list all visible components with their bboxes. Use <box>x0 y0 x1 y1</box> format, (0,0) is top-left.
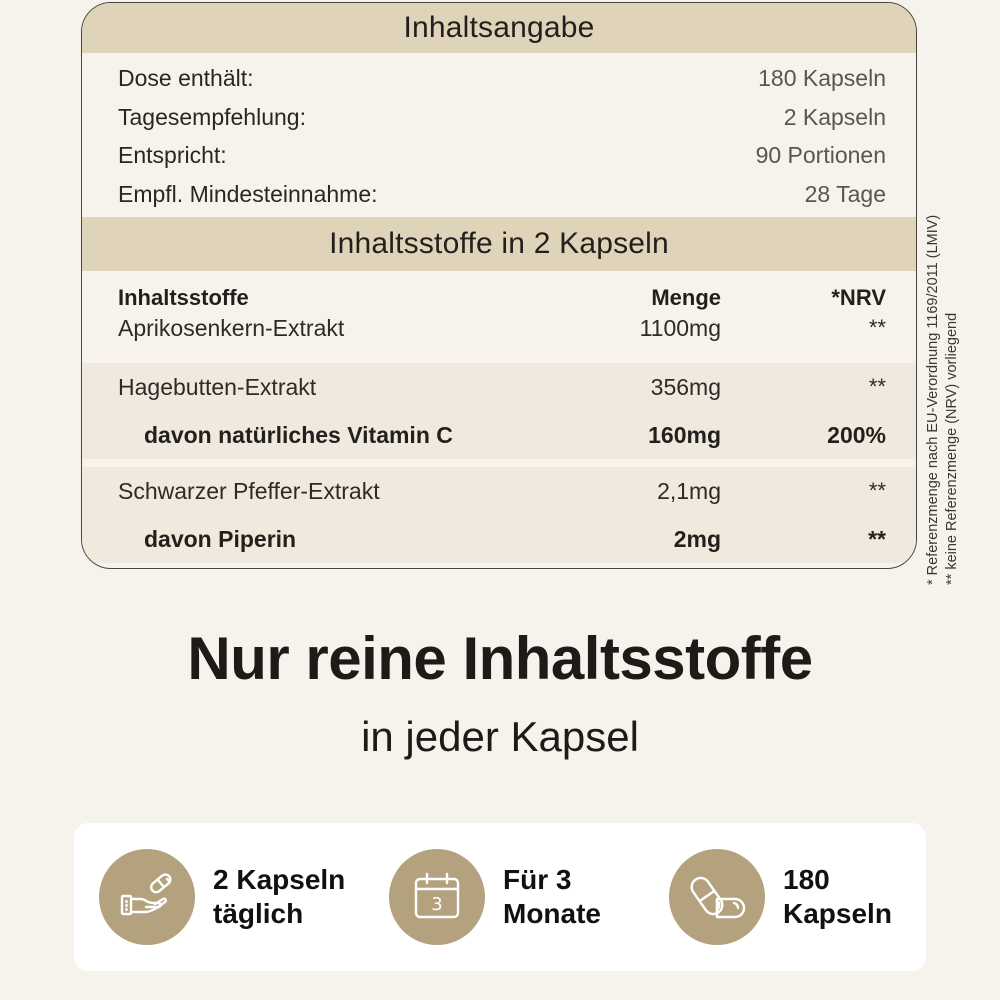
ingredient-group: Hagebutten-Extrakt 356mg ** davon natürl… <box>82 363 916 459</box>
ingredient-amount: 2mg <box>673 525 721 552</box>
summary-label: Tagesempfehlung: <box>118 103 306 130</box>
ingredient-nrv: ** <box>868 315 886 340</box>
summary-row: Empfl. Mindesteinnahme: 28 Tage <box>118 175 886 214</box>
summary-value: 90 Portionen <box>755 142 886 168</box>
ingredient-amount: 1100mg <box>639 315 721 341</box>
footnote-no-nrv: ** keine Referenzmenge (NRV) vorliegend <box>944 312 960 585</box>
header-name: Inhaltsstoffe <box>118 285 249 310</box>
summary-value: 180 Kapseln <box>758 65 886 91</box>
ingredient-group: Schwarzer Pfeffer-Extrakt 2,1mg ** davon… <box>82 467 916 563</box>
ingredient-row: Hagebutten-Extrakt 356mg ** <box>82 363 916 411</box>
ingredient-name: Schwarzer Pfeffer-Extrakt <box>118 477 380 504</box>
ingredient-name: Hagebutten-Extrakt <box>118 373 317 400</box>
ingredient-nrv: ** <box>868 478 886 503</box>
feature-text: 2 Kapseln täglich <box>213 864 346 929</box>
header-nrv: *NRV <box>831 285 886 310</box>
ingredient-name: davon Piperin <box>144 525 297 552</box>
hand-capsule-icon <box>99 849 195 945</box>
ingredient-amount: 2,1mg <box>657 477 721 504</box>
ingredient-row: Aprikosenkern-Extrakt 1100mg ** <box>82 313 916 355</box>
ingredient-nrv: ** <box>868 525 886 552</box>
ingredient-name: davon natürliches Vitamin C <box>144 421 453 448</box>
feature-strip: 2 Kapseln täglich 3 Für 3 Monate <box>74 823 926 971</box>
summary-row: Tagesempfehlung: 2 Kapseln <box>118 98 886 137</box>
feature-daily-dose: 2 Kapseln täglich <box>99 823 345 971</box>
ingredient-name: Aprikosenkern-Extrakt <box>118 315 345 341</box>
capsules-icon <box>669 849 765 945</box>
summary-label: Empfl. Mindesteinnahme: <box>118 180 378 207</box>
ingredient-row: Schwarzer Pfeffer-Extrakt 2,1mg ** <box>82 467 916 515</box>
summary-label: Dose enthält: <box>118 65 254 91</box>
ingredient-amount: 160mg <box>648 421 721 448</box>
calendar-icon: 3 <box>389 849 485 945</box>
ingredient-amount: 356mg <box>650 373 721 400</box>
footnote-nrv: * Referenzmenge nach EU-Verordnung 1169/… <box>925 214 941 585</box>
feature-duration: 3 Für 3 Monate <box>389 823 601 971</box>
ingredient-nrv: 200% <box>827 421 886 448</box>
summary-value: 2 Kapseln <box>783 103 886 130</box>
headline-subtitle: in jeder Kapsel <box>361 713 639 760</box>
headline-title: Nur reine Inhaltsstoffe <box>187 625 813 692</box>
summary-list: Dose enthält: 180 Kapseln Tagesempfehlun… <box>82 53 916 217</box>
ingredients-header-row: Inhaltsstoffe Menge *NRV <box>82 271 916 313</box>
footnote: * Referenzmenge nach EU-Verordnung 1169/… <box>924 215 962 585</box>
summary-title: Inhaltsangabe <box>82 3 916 53</box>
ingredient-nrv: ** <box>868 374 886 399</box>
feature-text: 180 Kapseln <box>783 864 892 929</box>
feature-capsule-count: 180 Kapseln <box>669 823 892 971</box>
summary-label: Entspricht: <box>118 142 227 168</box>
ingredient-subrow: davon Piperin 2mg ** <box>82 515 916 563</box>
summary-row: Entspricht: 90 Portionen <box>118 136 886 175</box>
ingredient-subrow: davon natürliches Vitamin C 160mg 200% <box>82 411 916 459</box>
summary-value: 28 Tage <box>804 180 886 207</box>
nutrition-table-card: Inhaltsangabe Dose enthält: 180 Kapseln … <box>81 2 917 569</box>
feature-text: Für 3 Monate <box>503 864 601 929</box>
header-amount: Menge <box>651 285 721 310</box>
summary-row: Dose enthält: 180 Kapseln <box>118 59 886 98</box>
svg-text:3: 3 <box>431 894 442 915</box>
ingredients-title: Inhaltsstoffe in 2 Kapseln <box>82 217 916 271</box>
